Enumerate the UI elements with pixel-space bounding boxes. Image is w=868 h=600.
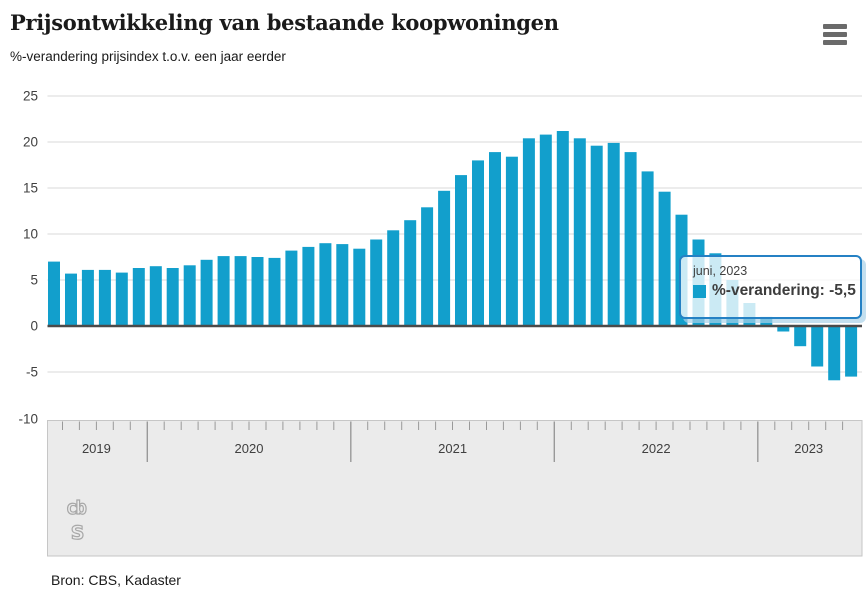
x-axis-year-label: 2021 — [438, 441, 467, 456]
bar-2019-07[interactable] — [48, 261, 60, 326]
tooltip: juni, 2023 %-verandering: -5,5 — [679, 255, 862, 319]
bar-2020-04[interactable] — [200, 259, 213, 326]
bar-2022-07[interactable] — [658, 191, 671, 326]
bar-2021-03[interactable] — [387, 230, 400, 326]
cbs-logo: s — [70, 516, 85, 545]
bar-2021-12[interactable] — [539, 134, 552, 326]
bar-2019-12[interactable] — [132, 268, 145, 326]
tooltip-value: %-verandering: -5,5 — [712, 282, 856, 299]
bar-2023-06[interactable] — [845, 326, 858, 377]
bar-2023-02[interactable] — [777, 326, 790, 332]
y-axis-label: 5 — [30, 273, 38, 288]
cbs-logo: cb — [66, 497, 86, 519]
bar-2022-03[interactable] — [590, 145, 603, 326]
bar-2021-06[interactable] — [438, 190, 451, 326]
y-axis-label: 25 — [23, 89, 38, 104]
y-axis-label: 15 — [23, 181, 38, 196]
bar-2021-05[interactable] — [421, 207, 434, 326]
bar-2020-11[interactable] — [319, 243, 332, 326]
bar-2022-01[interactable] — [556, 131, 569, 326]
bar-2022-05[interactable] — [624, 152, 637, 326]
hamburger-bar — [823, 24, 847, 29]
hamburger-bar — [823, 40, 847, 45]
y-axis-label: 10 — [23, 227, 38, 242]
bar-2021-09[interactable] — [489, 152, 501, 326]
bar-2021-10[interactable] — [505, 156, 518, 326]
hamburger-bar — [823, 32, 847, 37]
bar-2021-08[interactable] — [472, 160, 484, 326]
bar-2023-05[interactable] — [828, 326, 841, 381]
bar-2022-02[interactable] — [573, 138, 586, 326]
bar-2020-03[interactable] — [183, 265, 196, 326]
x-axis-year-label: 2019 — [82, 441, 111, 456]
bar-2020-12[interactable] — [336, 244, 349, 326]
x-axis-year-label: 2022 — [642, 441, 671, 456]
bar-2020-05[interactable] — [217, 256, 230, 326]
bar-2020-08[interactable] — [268, 257, 281, 326]
bar-2020-02[interactable] — [166, 268, 179, 326]
bar-2019-09[interactable] — [81, 269, 94, 326]
tooltip-date: juni, 2023 — [693, 264, 748, 278]
bar-2021-02[interactable] — [370, 239, 383, 327]
bar-2023-01[interactable] — [760, 316, 773, 326]
y-axis-label: -10 — [18, 412, 38, 427]
bar-2023-03[interactable] — [794, 326, 807, 347]
x-axis-year-label: 2020 — [235, 441, 264, 456]
y-axis-label: 20 — [23, 135, 38, 150]
bar-2022-04[interactable] — [607, 142, 620, 326]
y-axis-label: 0 — [30, 319, 38, 334]
source-note: Bron: CBS, Kadaster — [51, 572, 181, 588]
bar-2020-07[interactable] — [251, 257, 264, 326]
x-axis-year-label: 2023 — [794, 441, 823, 456]
bar-2019-11[interactable] — [115, 272, 128, 326]
y-axis-label: -5 — [26, 365, 38, 380]
bar-2020-01[interactable] — [149, 266, 162, 326]
series-swatch-icon — [693, 284, 706, 298]
bar-2020-06[interactable] — [234, 256, 247, 326]
bar-2020-09[interactable] — [285, 250, 298, 326]
bar-2020-10[interactable] — [302, 246, 315, 326]
bar-2021-04[interactable] — [404, 220, 417, 326]
bar-2021-07[interactable] — [455, 175, 467, 326]
bar-2023-04[interactable] — [811, 326, 824, 367]
hamburger-menu-icon[interactable] — [823, 24, 847, 48]
chart-subtitle: %-verandering prijsindex t.o.v. een jaar… — [10, 49, 286, 64]
bar-2021-01[interactable] — [353, 248, 366, 326]
bar-2019-08[interactable] — [65, 273, 77, 326]
tooltip-value-row: %-verandering: -5,5 — [693, 282, 856, 300]
page-title: Prijsontwikkeling van bestaande koopwoni… — [10, 10, 559, 35]
bar-2019-10[interactable] — [98, 269, 111, 326]
bar-2021-11[interactable] — [522, 138, 535, 326]
bar-2022-06[interactable] — [641, 171, 654, 326]
x-axis-band — [47, 420, 863, 557]
